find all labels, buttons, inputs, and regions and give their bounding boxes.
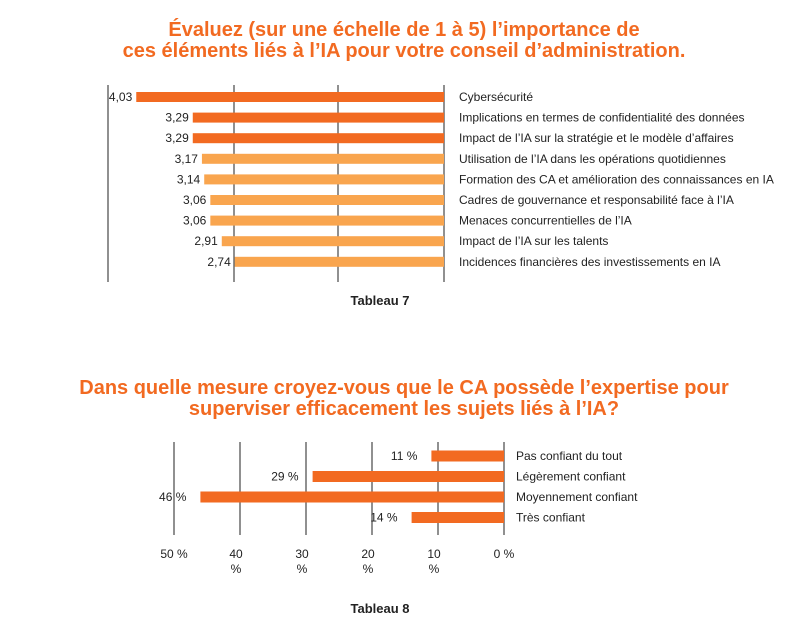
chart-2-value-label: 14 % — [370, 511, 398, 525]
chart-1-category-label: Impact de l’IA sur la stratégie et le mo… — [459, 131, 734, 145]
chart-1-bar — [234, 256, 444, 267]
chart-2-tick-label: 0 % — [494, 547, 515, 561]
chart-1-value-label: 2,74 — [207, 255, 231, 269]
chart-1-value-label: 3,29 — [165, 131, 189, 145]
chart-2-category-label: Très confiant — [516, 511, 586, 525]
chart-2-bar — [411, 512, 504, 523]
chart-1-value-label: 3,06 — [183, 193, 207, 207]
chart-1-bar — [192, 112, 444, 123]
chart-2-bar — [312, 471, 504, 482]
chart-1-bar — [221, 236, 444, 247]
chart-1-category-label: Formation des CA et amélioration des con… — [459, 172, 774, 186]
chart-1-bar — [204, 174, 444, 185]
chart-1-value-label: 3,29 — [165, 111, 189, 125]
chart-2-category-label: Légèrement confiant — [516, 470, 626, 484]
chart-1-bar — [210, 195, 444, 205]
chart-1-bar — [136, 92, 444, 102]
chart-1-bar — [201, 153, 444, 164]
chart-2-title: Dans quelle mesure croyez-vous que le CA… — [79, 377, 729, 420]
chart-1-plot: 4,03 Cybersécurité 3,29 Implications en ter… — [107, 85, 774, 282]
chart-1-category-label: Menaces concurrentielles de l’IA — [459, 214, 632, 228]
chart-1-category-label: Cybersécurité — [459, 90, 533, 104]
chart-2-tick-label: 10% — [427, 547, 441, 576]
chart-1-value-label: 3,14 — [177, 172, 201, 186]
chart-2-bar — [200, 491, 504, 503]
chart-2-value-label: 46 % — [159, 490, 187, 504]
chart-2-value-label: 11 % — [391, 449, 418, 463]
chart-2-value-label: 29 % — [271, 470, 299, 484]
chart-2-tick-label: 30% — [295, 547, 309, 576]
chart-2-caption: Tableau 8 — [350, 601, 410, 616]
chart-2-category-label: Moyennement confiant — [516, 490, 638, 504]
chart-2-tick-label: 50 % — [160, 547, 188, 561]
chart-1-category-label: Incidences financières des investissemen… — [459, 255, 720, 269]
chart-2-tick-label: 20% — [361, 547, 375, 576]
chart-1-value-label: 2,91 — [194, 234, 218, 248]
chart-2-tick-label: 40% — [229, 547, 243, 576]
chart-1-title: Évaluez (sur une échelle de 1 à 5) l’imp… — [122, 19, 686, 62]
chart-1-caption: Tableau 7 — [350, 293, 410, 308]
chart-1-bar — [210, 215, 444, 226]
chart-1-category-label: Impact de l’IA sur les talents — [459, 234, 608, 248]
chart-1-category-label: Cadres de gouvernance et responsabilité … — [459, 193, 734, 207]
chart-1-value-label: 4,03 — [109, 90, 133, 104]
chart-1-category-label: Utilisation de l’IA dans les opérations … — [459, 152, 726, 166]
chart-1-value-label: 3,17 — [175, 152, 199, 166]
chart-1-bar — [192, 133, 444, 144]
chart-1-value-label: 3,06 — [183, 214, 207, 228]
chart-1-category-label: Implications en termes de confidentialit… — [459, 111, 745, 125]
chart-2-bar — [431, 450, 504, 462]
chart-2-category-label: Pas confiant du tout — [516, 449, 623, 463]
